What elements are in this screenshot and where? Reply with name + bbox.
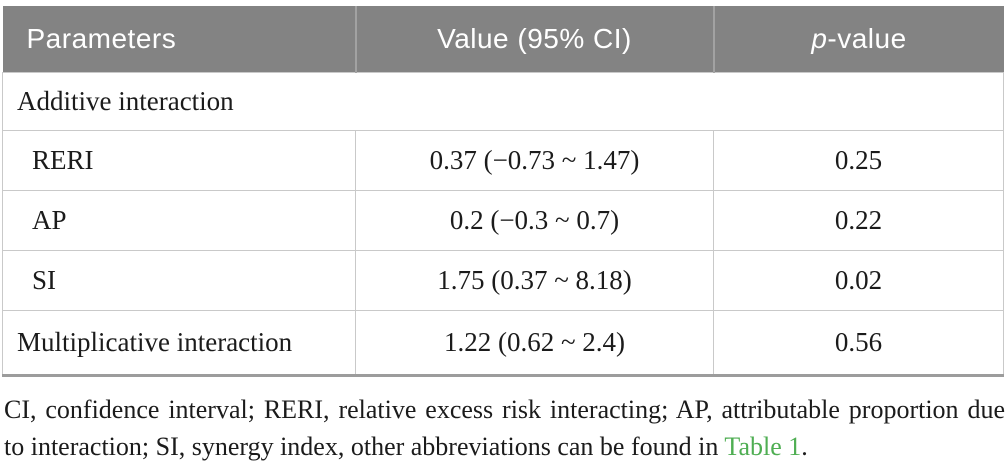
- table-row-ap: AP 0.2 (−0.3 ~ 0.7) 0.22: [2, 189, 1004, 251]
- section-label-additive: Additive interaction: [2, 71, 1004, 131]
- cell-value-multiplicative: 1.22 (0.62 ~ 2.4): [355, 309, 714, 377]
- table-header-row: Parameters Value (95% CI) p-value: [2, 6, 1004, 72]
- header-parameters: Parameters: [2, 6, 356, 72]
- table-row-multiplicative-interaction: Multiplicative interaction 1.22 (0.62 ~ …: [2, 309, 1004, 377]
- footnote-line-2-text: to interaction; SI, synergy index, other…: [4, 431, 725, 461]
- header-p-italic: p: [811, 22, 828, 54]
- cell-param-ap: AP: [2, 189, 356, 251]
- footnote-period: .: [801, 431, 808, 461]
- header-p-value: p-value: [712, 6, 1004, 72]
- cell-param-si: SI: [2, 249, 356, 311]
- header-value-95ci: Value (95% CI): [354, 6, 714, 72]
- cell-pvalue-si: 0.02: [713, 249, 1004, 311]
- header-p-rest: -value: [827, 22, 907, 54]
- cell-value-reri: 0.37 (−0.73 ~ 1.47): [355, 129, 714, 191]
- footnote-line-1: CI, confidence interval; RERI, relative …: [4, 394, 1005, 424]
- cell-pvalue-ap: 0.22: [713, 189, 1004, 251]
- footnote-line-2: to interaction; SI, synergy index, other…: [4, 428, 1005, 465]
- table-row-si: SI 1.75 (0.37 ~ 8.18) 0.02: [2, 249, 1004, 311]
- cell-param-multiplicative: Multiplicative interaction: [2, 309, 356, 377]
- cell-pvalue-multiplicative: 0.56: [713, 309, 1004, 377]
- table-row-reri: RERI 0.37 (−0.73 ~ 1.47) 0.25: [2, 129, 1004, 191]
- table-row-additive-interaction: Additive interaction: [2, 71, 1004, 131]
- cell-value-ap: 0.2 (−0.3 ~ 0.7): [355, 189, 714, 251]
- table-1-link[interactable]: Table 1: [724, 431, 802, 461]
- cell-pvalue-reri: 0.25: [713, 129, 1004, 191]
- cell-value-si: 1.75 (0.37 ~ 8.18): [355, 249, 714, 311]
- interaction-analysis-table: Parameters Value (95% CI) p-value Additi…: [2, 6, 1004, 377]
- cell-param-reri: RERI: [2, 129, 356, 191]
- table-footnote: CI, confidence interval; RERI, relative …: [4, 391, 1005, 465]
